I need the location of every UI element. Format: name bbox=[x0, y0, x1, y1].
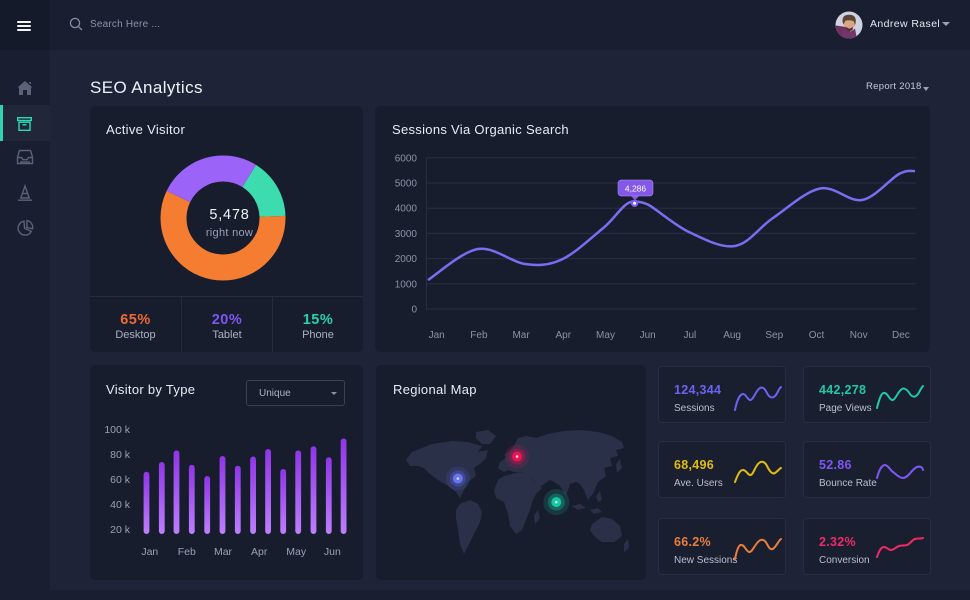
svg-text:Oct: Oct bbox=[809, 330, 825, 341]
svg-text:Sep: Sep bbox=[765, 330, 783, 341]
svg-text:Mar: Mar bbox=[214, 546, 233, 558]
svg-text:Jan: Jan bbox=[141, 546, 158, 558]
svg-text:60 k: 60 k bbox=[110, 474, 131, 486]
svg-text:80 k: 80 k bbox=[110, 449, 131, 461]
svg-text:Nov: Nov bbox=[850, 330, 868, 341]
svg-text:Aug: Aug bbox=[723, 330, 741, 341]
svg-text:20 k: 20 k bbox=[110, 524, 131, 536]
svg-text:May: May bbox=[286, 546, 307, 558]
svg-text:Apr: Apr bbox=[251, 546, 268, 558]
svg-text:Jun: Jun bbox=[640, 330, 656, 341]
svg-text:5000: 5000 bbox=[395, 179, 418, 190]
svg-text:Apr: Apr bbox=[556, 330, 572, 341]
svg-text:0: 0 bbox=[411, 305, 417, 316]
svg-text:100 k: 100 k bbox=[104, 424, 130, 436]
svg-text:3000: 3000 bbox=[395, 229, 418, 240]
svg-text:Dec: Dec bbox=[892, 330, 910, 341]
svg-text:Feb: Feb bbox=[470, 330, 488, 341]
svg-text:1000: 1000 bbox=[395, 279, 418, 290]
svg-text:2000: 2000 bbox=[395, 254, 418, 265]
svg-text:4000: 4000 bbox=[395, 204, 418, 215]
svg-text:Jul: Jul bbox=[684, 330, 697, 341]
svg-text:Jan: Jan bbox=[429, 330, 445, 341]
svg-text:Jun: Jun bbox=[324, 546, 341, 558]
svg-text:4,286: 4,286 bbox=[625, 183, 647, 193]
svg-text:6000: 6000 bbox=[395, 153, 418, 164]
svg-text:Mar: Mar bbox=[512, 330, 530, 341]
svg-text:40 k: 40 k bbox=[110, 499, 131, 511]
svg-text:May: May bbox=[596, 330, 615, 341]
svg-text:Feb: Feb bbox=[178, 546, 196, 558]
